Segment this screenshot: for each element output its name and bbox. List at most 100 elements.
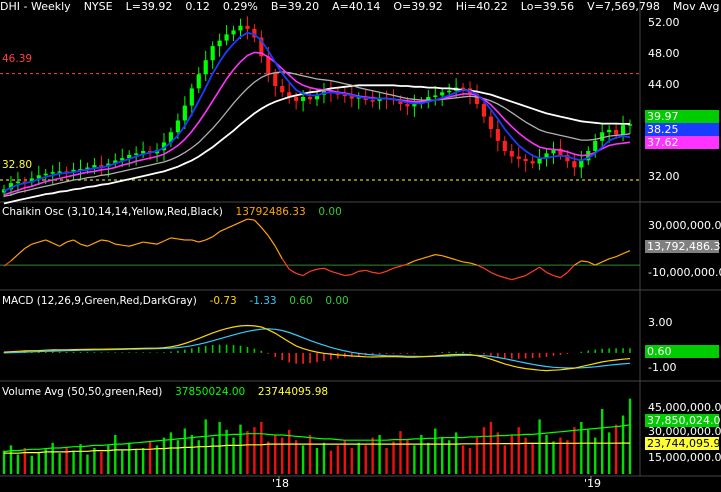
chaikin-segment — [566, 264, 575, 273]
volume-bar — [114, 435, 117, 474]
exchange: NYSE — [83, 0, 113, 13]
chaikin-segment — [66, 239, 74, 243]
chaikin-zero: 0.00 — [318, 206, 342, 218]
chaikin-segment — [170, 237, 178, 240]
volume-bar — [489, 422, 493, 474]
volume-bar — [246, 431, 249, 474]
candle-body — [586, 151, 591, 161]
interval: Weekly — [30, 0, 71, 13]
chaikin-segment — [497, 274, 505, 279]
chaikin-segment — [546, 271, 554, 277]
quote-header: DHI - Weekly NYSE L=39.92 0.12 0.29% B=3… — [0, 0, 721, 14]
candle-body — [161, 142, 167, 151]
macd-title: MACD (12,26,9,Green,Red,DarkGray) -0.73 … — [2, 295, 349, 307]
candle-body — [266, 56, 271, 74]
candle-body — [405, 104, 410, 107]
chaikin-segment — [24, 243, 33, 249]
x-tick-2019: '19 — [584, 477, 602, 490]
chaikin-segment — [588, 261, 596, 266]
chaikin-segment — [45, 239, 53, 244]
chaikin-segment — [414, 258, 422, 262]
volume-bar — [600, 409, 604, 474]
candle-body — [8, 183, 14, 190]
volume-avg-fast-flag: 37,850,024.00 — [645, 414, 721, 427]
chaikin-segment — [483, 267, 492, 273]
chaikin-segment — [316, 267, 325, 270]
candle-body — [43, 173, 48, 176]
last-price: L=39.92 — [125, 0, 173, 13]
candle-body — [245, 25, 250, 29]
open-price: O=39.92 — [393, 0, 443, 13]
hist-value: 0.60 — [289, 295, 313, 307]
volume-bar — [322, 442, 326, 474]
price-tick-32: 32.00 — [648, 170, 680, 183]
volume-bar — [329, 450, 333, 474]
volume-bar — [225, 429, 228, 474]
chaikin-segment — [574, 260, 582, 266]
volume-bar — [2, 450, 6, 474]
chaikin-segment — [212, 231, 220, 238]
candle-body — [440, 92, 445, 96]
chaikin-segment — [10, 254, 19, 262]
volume-bar — [552, 441, 555, 474]
volume-bar — [169, 432, 173, 474]
candle-body — [182, 105, 187, 121]
candle-body — [370, 100, 375, 102]
volume-bar — [183, 428, 187, 474]
price-change-pct: 0.29% — [222, 0, 258, 13]
volume-bar — [566, 440, 569, 474]
volume-bar — [517, 427, 520, 474]
macd-line — [3, 324, 631, 372]
chaikin-segment — [115, 243, 123, 246]
candle-body — [120, 158, 125, 161]
volume-bar — [420, 435, 423, 474]
candle-body — [127, 154, 132, 159]
candle-body — [447, 90, 452, 93]
volume-bar — [350, 448, 353, 474]
volume-bar — [197, 440, 200, 474]
ma-mid-line — [3, 51, 631, 196]
mid-ma-flag: 37.62 — [645, 136, 719, 149]
volume-bar — [51, 442, 54, 474]
volume-bar — [72, 450, 75, 474]
chaikin-segment — [94, 239, 102, 244]
volume-bar — [343, 440, 347, 474]
chaikin-segment — [372, 271, 380, 275]
volume-bar — [93, 448, 96, 474]
volume-bar — [614, 424, 618, 474]
chaikin-segment — [108, 240, 116, 245]
volume-bar — [531, 442, 534, 474]
volume-bar — [573, 427, 576, 474]
volume-bar — [9, 445, 13, 474]
volume-bar — [538, 419, 541, 474]
chaikin-segment — [87, 242, 95, 247]
candle-body — [488, 116, 493, 130]
candle-body — [551, 148, 556, 154]
chaikin-segment — [38, 239, 46, 243]
candle-body — [342, 94, 347, 97]
volume-bar — [434, 428, 437, 474]
chaikin-tick-30m: 30,000,000.00 — [648, 219, 721, 232]
chaikin-segment — [448, 257, 457, 261]
chaikin-segment — [156, 240, 165, 245]
volume-bar — [260, 422, 263, 474]
volume-bar — [253, 427, 256, 474]
volume-bar — [468, 448, 472, 474]
chaikin-segment — [240, 218, 248, 223]
candle-body — [481, 104, 487, 117]
candle-body — [238, 25, 243, 31]
chaikin-segment — [386, 267, 394, 272]
candle-body — [579, 160, 584, 168]
chaikin-segment — [149, 242, 158, 245]
volume-bar — [128, 442, 131, 474]
chaikin-segment — [323, 267, 332, 272]
chaikin-segment — [101, 239, 109, 242]
candle-body — [71, 169, 76, 173]
volume-bar — [385, 448, 388, 474]
candle-body — [544, 153, 549, 159]
candle-body — [85, 167, 90, 170]
candle-body — [530, 161, 535, 164]
chaikin-segment — [379, 270, 387, 275]
candle-body — [168, 132, 174, 143]
